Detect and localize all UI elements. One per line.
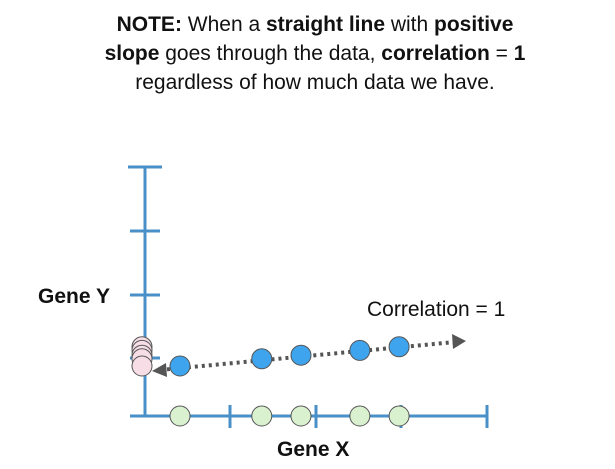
note-text-4: = xyxy=(489,42,514,65)
x-projection-point xyxy=(388,405,410,427)
note-bold-straight-line: straight line xyxy=(265,13,386,36)
note-bold-positive-slope: positive slope xyxy=(104,13,514,65)
note-text-3: goes through the data, xyxy=(159,42,382,65)
data-point xyxy=(169,355,191,377)
note-bold-one: 1 xyxy=(513,42,526,65)
note-text-5: regardless of how much data we have. xyxy=(135,71,495,94)
x-projected-points xyxy=(169,405,410,427)
y-axis xyxy=(128,165,162,416)
data-point xyxy=(251,348,273,370)
data-points xyxy=(169,336,410,377)
arrowhead-right-icon xyxy=(452,334,466,349)
note-text-1: When a xyxy=(181,13,266,36)
note-prefix: NOTE: xyxy=(116,13,182,36)
arrowhead-left-icon xyxy=(152,363,167,377)
note-bold-correlation: correlation xyxy=(381,42,490,65)
data-point xyxy=(290,344,312,366)
y-projected-points xyxy=(131,336,153,377)
x-projection-point xyxy=(251,405,273,427)
x-axis-label: Gene X xyxy=(277,438,350,461)
y-projection-point xyxy=(131,355,153,377)
note-text: NOTE: When a straight line with positive… xyxy=(100,10,530,97)
data-point xyxy=(349,339,371,361)
x-projection-point xyxy=(169,405,191,427)
data-point xyxy=(388,336,410,358)
y-axis-label: Gene Y xyxy=(38,285,110,308)
x-projection-point xyxy=(290,405,312,427)
x-projection-point xyxy=(349,405,371,427)
correlation-label: Correlation = 1 xyxy=(367,298,506,321)
note-text-2: with xyxy=(385,13,435,36)
